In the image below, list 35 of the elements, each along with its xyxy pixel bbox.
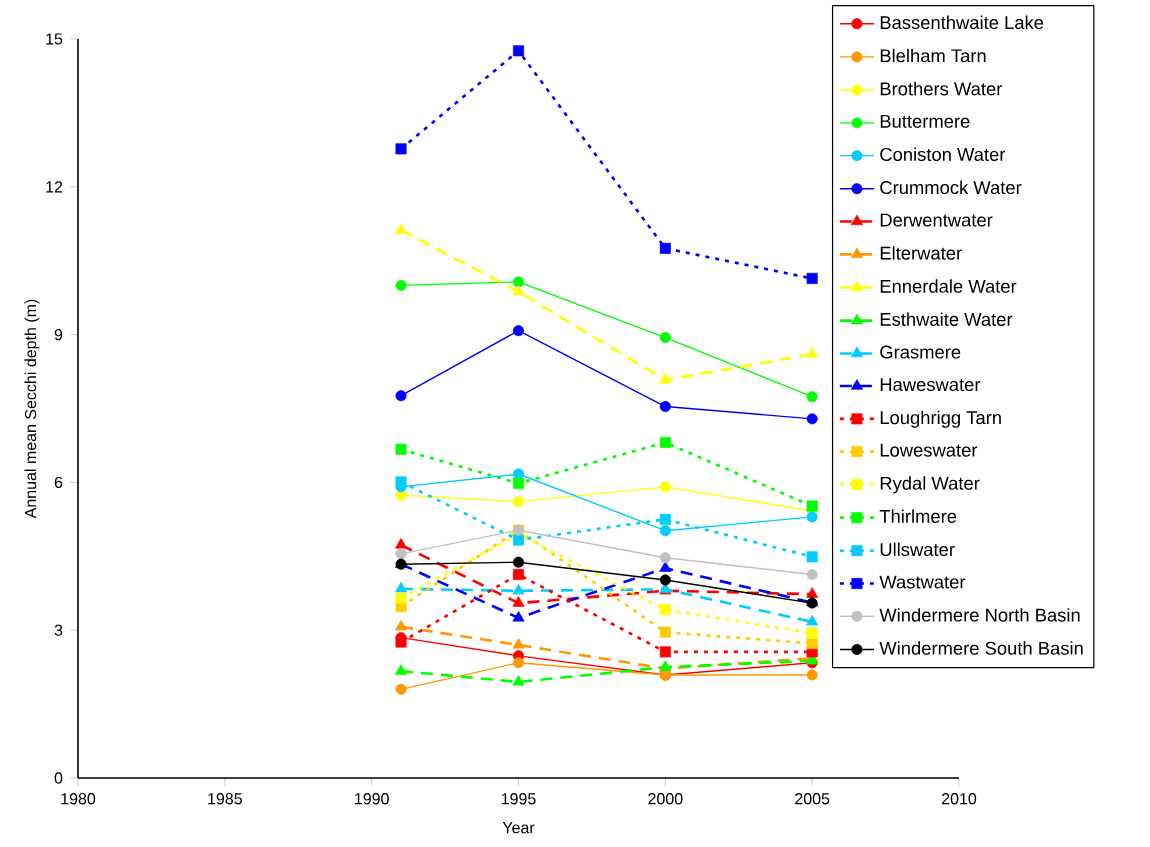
legend-label: Bassenthwaite Lake xyxy=(880,15,1044,30)
y-tick-label: 9 xyxy=(54,328,63,341)
legend-label: Derwentwater xyxy=(880,213,993,227)
x-tick-label: 1985 xyxy=(208,793,242,805)
y-tick-label: 6 xyxy=(54,476,63,489)
x-axis-title: Year xyxy=(502,822,535,834)
x-tick-label: 1990 xyxy=(355,793,389,805)
x-tick-label: 1980 xyxy=(61,793,96,805)
legend-label: Brothers Water xyxy=(880,81,1003,96)
legend-label: Blelham Tarn xyxy=(880,48,986,63)
y-tick-label: 15 xyxy=(46,33,63,45)
legend-label: Loughrigg Tarn xyxy=(880,410,1001,428)
legend-label: Esthwaite Water xyxy=(880,312,1013,326)
legend-label: Windermere South Basin xyxy=(879,641,1083,655)
y-tick-label: 12 xyxy=(46,181,63,193)
legend-label: Loweswater xyxy=(880,443,978,457)
legend-label: Thirlmere xyxy=(879,509,957,523)
legend-label: Ullswater xyxy=(880,542,955,557)
y-axis-title: Annual mean Secchi depth (m) xyxy=(24,299,40,519)
legend-label: Wastwater xyxy=(879,575,966,589)
legend-label: Crummock Water xyxy=(880,180,1022,195)
legend-label: Elterwater xyxy=(880,246,962,260)
legend-label: Coniston Water xyxy=(880,147,1006,161)
y-tick-label: 0 xyxy=(54,772,63,784)
legend-label: Grasmere xyxy=(880,345,961,359)
legend-label: Ennerdale Water xyxy=(880,279,1017,293)
legend-label: Windermere North Basin xyxy=(879,608,1080,622)
y-tick-label: 3 xyxy=(54,624,63,636)
x-tick-label: 2000 xyxy=(648,793,683,805)
x-tick-label: 1995 xyxy=(501,793,536,805)
legend-label: Rydal Water xyxy=(880,476,980,494)
legend-label: Buttermere xyxy=(880,114,970,128)
x-tick-label: 2010 xyxy=(942,793,977,805)
legend-label: Haweswater xyxy=(880,378,981,392)
x-tick-label: 2005 xyxy=(795,793,830,805)
